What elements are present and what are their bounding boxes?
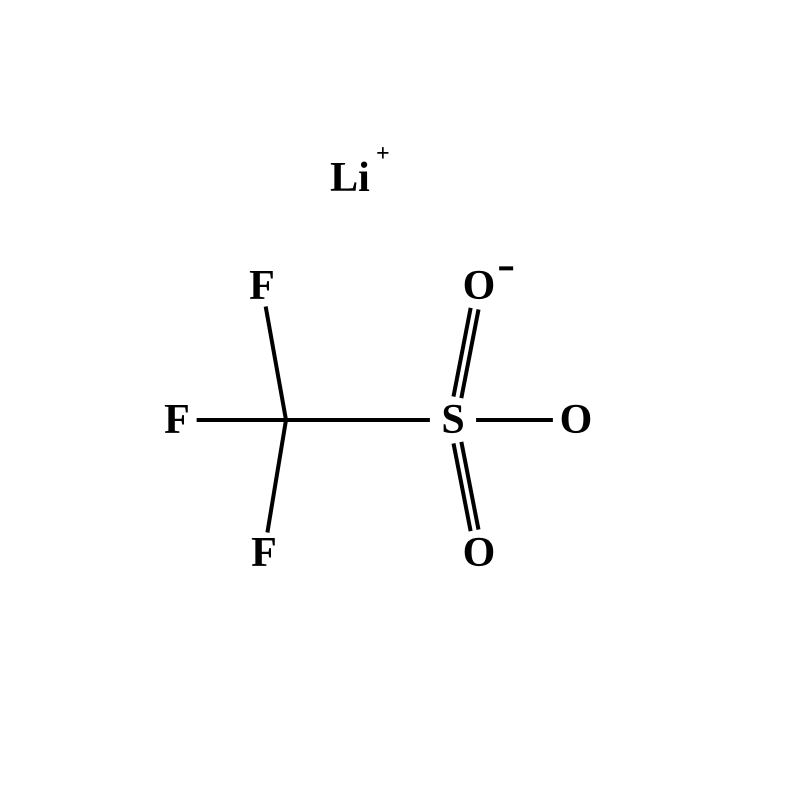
oxygen-atom: O [463,263,496,309]
bond [461,309,478,398]
oxygen-atom: O [560,397,593,443]
bond [267,420,286,532]
fluorine-atom: F [164,397,190,443]
sulfur-atom: S [441,397,464,443]
lithium-cation: Li [330,155,370,201]
bond [266,306,286,420]
chemical-structure-svg: S F F F O O O Li+ [0,0,800,800]
fluorine-atom: F [251,530,277,576]
lithium-charge: + [376,141,390,167]
bond [453,308,470,397]
bond [454,443,471,531]
fluorine-atom: F [249,263,275,309]
bond [461,442,478,530]
oxygen-atom: O [463,530,496,576]
